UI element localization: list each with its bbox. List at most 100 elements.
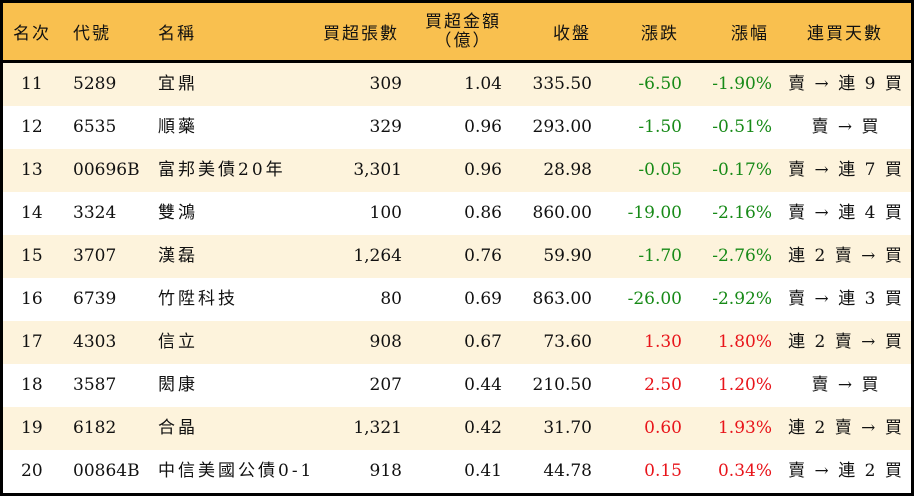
close-cell: 44.78: [543, 461, 592, 481]
consecutive-days-cell: 賣 → 連 7 買: [788, 160, 904, 180]
change-cell: -6.50: [638, 74, 682, 94]
net-buy-amount-cell: 0.44: [464, 375, 502, 395]
rank-cell: 13: [21, 160, 43, 180]
net-buy-lots-cell: 207: [369, 375, 402, 395]
code-cell[interactable]: 6535: [73, 117, 117, 137]
header-change-pct: 漲幅: [731, 24, 769, 44]
name-cell[interactable]: 信立: [158, 332, 198, 352]
change-cell: 2.50: [644, 375, 682, 395]
change-pct-cell: -2.16%: [712, 203, 772, 223]
net-buy-lots-cell: 918: [369, 461, 402, 481]
name-cell[interactable]: 富邦美債20年: [158, 160, 286, 180]
consecutive-days-cell: 賣 → 連 2 買: [788, 461, 904, 481]
table-row: 16 6739 竹陞科技 80 0.69 863.00 -26.00 -2.92…: [3, 278, 911, 321]
net-buy-amount-cell: 0.96: [464, 160, 502, 180]
header-net-buy-lots: 買超張數: [323, 24, 399, 44]
table-row: 14 3324 雙鴻 100 0.86 860.00 -19.00 -2.16%…: [3, 192, 911, 235]
header-code: 代號: [73, 24, 111, 44]
rank-cell: 12: [21, 117, 43, 137]
code-cell[interactable]: 00864B: [73, 461, 140, 481]
net-buy-lots-cell: 329: [369, 117, 402, 137]
change-cell: -1.50: [638, 117, 682, 137]
close-cell: 73.60: [543, 332, 592, 352]
code-cell[interactable]: 3324: [73, 203, 117, 223]
net-buy-lots-cell: 80: [380, 289, 402, 309]
net-buy-amount-cell: 0.76: [464, 246, 502, 266]
net-buy-ranking-table: 名次 代號 名稱 買超張數 買超金額 （億） 收盤 漲跌 漲幅 連買天數 11 …: [3, 3, 911, 493]
code-cell[interactable]: 5289: [73, 74, 117, 94]
name-cell[interactable]: 竹陞科技: [158, 289, 238, 309]
net-buy-amount-cell: 0.96: [464, 117, 502, 137]
change-cell: -26.00: [627, 289, 682, 309]
table-row: 15 3707 漢磊 1,264 0.76 59.90 -1.70 -2.76%…: [3, 235, 911, 278]
table-body: 11 5289 宜鼎 309 1.04 335.50 -6.50 -1.90% …: [3, 63, 911, 493]
header-change: 漲跌: [641, 24, 679, 44]
name-cell[interactable]: 中信美國公債0-1: [158, 461, 315, 481]
header-close: 收盤: [553, 24, 591, 44]
table-row: 17 4303 信立 908 0.67 73.60 1.30 1.80% 連 2…: [3, 321, 911, 364]
code-cell[interactable]: 3587: [73, 375, 117, 395]
change-pct-cell: -0.17%: [712, 160, 772, 180]
name-cell[interactable]: 雙鴻: [158, 203, 198, 223]
header-net-buy-amount: 買超金額 （億）: [423, 3, 503, 60]
table-row: 11 5289 宜鼎 309 1.04 335.50 -6.50 -1.90% …: [3, 63, 911, 106]
name-cell[interactable]: 閎康: [158, 375, 198, 395]
header-consecutive-days: 連買天數: [807, 24, 883, 44]
code-cell[interactable]: 00696B: [73, 160, 140, 180]
change-pct-cell: -0.51%: [712, 117, 772, 137]
net-buy-lots-cell: 908: [369, 332, 402, 352]
code-cell[interactable]: 4303: [73, 332, 117, 352]
net-buy-amount-cell: 0.41: [464, 461, 502, 481]
consecutive-days-cell: 賣 → 買: [811, 375, 881, 395]
header-name: 名稱: [158, 24, 196, 44]
change-cell: -19.00: [627, 203, 682, 223]
rank-cell: 15: [21, 246, 43, 266]
table-row: 13 00696B 富邦美債20年 3,301 0.96 28.98 -0.05…: [3, 149, 911, 192]
name-cell[interactable]: 宜鼎: [158, 74, 198, 94]
name-cell[interactable]: 合晶: [158, 418, 198, 438]
table-row: 19 6182 合晶 1,321 0.42 31.70 0.60 1.93% 連…: [3, 407, 911, 450]
change-pct-cell: 1.93%: [717, 418, 772, 438]
code-cell[interactable]: 6739: [73, 289, 117, 309]
change-pct-cell: -2.76%: [712, 246, 772, 266]
close-cell: 860.00: [532, 203, 592, 223]
net-buy-lots-cell: 100: [369, 203, 402, 223]
change-cell: 1.30: [644, 332, 682, 352]
name-cell[interactable]: 順藥: [158, 117, 198, 137]
consecutive-days-cell: 連 2 賣 → 買: [788, 332, 904, 352]
change-pct-cell: -2.92%: [712, 289, 772, 309]
net-buy-lots-cell: 3,301: [353, 160, 402, 180]
change-cell: -1.70: [638, 246, 682, 266]
rank-cell: 18: [21, 375, 43, 395]
rank-cell: 17: [21, 332, 43, 352]
close-cell: 293.00: [532, 117, 592, 137]
change-cell: 0.15: [644, 461, 682, 481]
table-row: 12 6535 順藥 329 0.96 293.00 -1.50 -0.51% …: [3, 106, 911, 149]
net-buy-lots-cell: 1,321: [353, 418, 402, 438]
consecutive-days-cell: 連 2 賣 → 買: [788, 418, 904, 438]
change-cell: -0.05: [638, 160, 682, 180]
rank-cell: 14: [21, 203, 43, 223]
change-pct-cell: 0.34%: [717, 461, 772, 481]
close-cell: 28.98: [543, 160, 592, 180]
close-cell: 210.50: [532, 375, 592, 395]
net-buy-lots-cell: 309: [369, 74, 402, 94]
code-cell[interactable]: 6182: [73, 418, 117, 438]
header-net-buy-amount-unit: （億）: [434, 30, 492, 51]
rank-cell: 16: [21, 289, 43, 309]
consecutive-days-cell: 賣 → 連 9 買: [788, 74, 904, 94]
table-row: 18 3587 閎康 207 0.44 210.50 2.50 1.20% 賣 …: [3, 364, 911, 407]
net-buy-amount-cell: 0.67: [464, 332, 502, 352]
close-cell: 335.50: [532, 74, 592, 94]
close-cell: 59.90: [543, 246, 592, 266]
header-net-buy-amount-label: 買超金額: [425, 11, 501, 32]
net-buy-amount-cell: 0.86: [464, 203, 502, 223]
table-row: 20 00864B 中信美國公債0-1 918 0.41 44.78 0.15 …: [3, 450, 911, 493]
consecutive-days-cell: 賣 → 連 3 買: [788, 289, 904, 309]
rank-cell: 11: [21, 74, 43, 94]
change-cell: 0.60: [644, 418, 682, 438]
rank-cell: 19: [21, 418, 43, 438]
name-cell[interactable]: 漢磊: [158, 246, 198, 266]
code-cell[interactable]: 3707: [73, 246, 117, 266]
